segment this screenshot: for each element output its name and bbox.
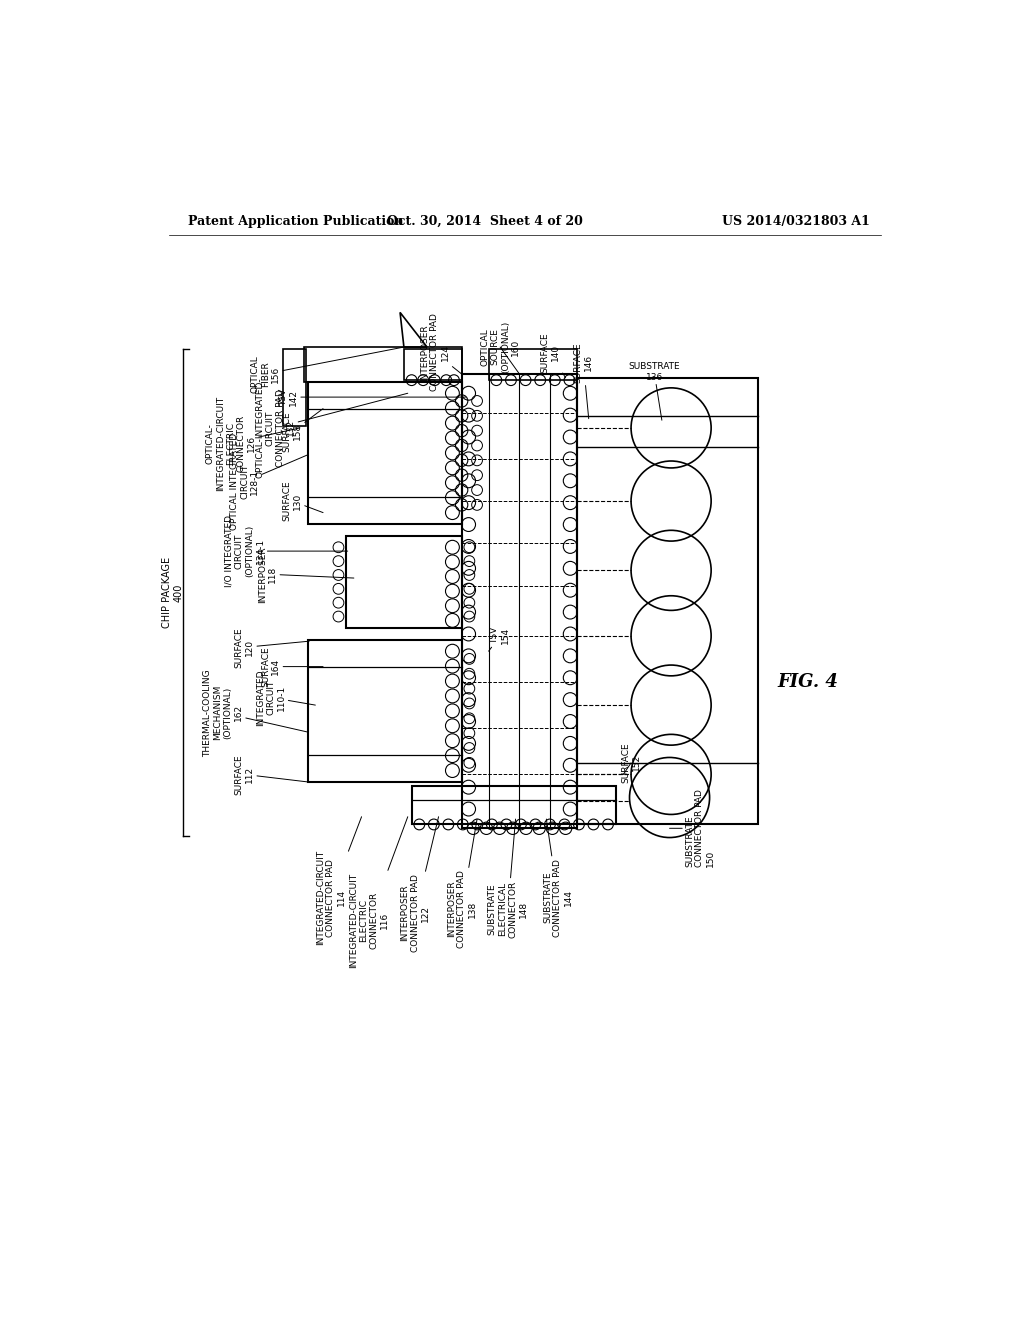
Text: SURFACE
130: SURFACE 130 (283, 480, 323, 521)
Text: OPTICAL
SOURCE
(OPTIONAL)
160: OPTICAL SOURCE (OPTIONAL) 160 (480, 321, 520, 374)
Text: INTERPOSER
CONNECTOR PAD
122: INTERPOSER CONNECTOR PAD 122 (400, 817, 438, 952)
Bar (462, 374, 578, 829)
Text: INTERPOSER
CONNECTOR PAD
124: INTERPOSER CONNECTOR PAD 124 (420, 314, 462, 391)
Text: THERMAL-COOLING
MECHANISM
(OPTIONAL)
162: THERMAL-COOLING MECHANISM (OPTIONAL) 162 (203, 669, 307, 756)
Text: TSV
142: TSV 142 (279, 388, 466, 405)
Text: Oct. 30, 2014  Sheet 4 of 20: Oct. 30, 2014 Sheet 4 of 20 (387, 215, 583, 228)
Text: INTERPOSER
CONNECTOR PAD
138: INTERPOSER CONNECTOR PAD 138 (446, 818, 477, 948)
Text: SURFACE
112: SURFACE 112 (234, 754, 309, 795)
Text: SUBSTRATE
ELECTRICAL
CONNECTOR
148: SUBSTRATE ELECTRICAL CONNECTOR 148 (487, 818, 528, 937)
Text: OPTICAL
FIBER
156: OPTICAL FIBER 156 (251, 347, 403, 393)
Text: INTEGRATED-CIRCUIT
ELECTRIC
CONNECTOR
116: INTEGRATED-CIRCUIT ELECTRIC CONNECTOR 11… (349, 817, 408, 969)
Text: I/O INTEGRATED
CIRCUIT
(OPTIONAL)
134-1: I/O INTEGRATED CIRCUIT (OPTIONAL) 134-1 (224, 515, 348, 587)
Text: SUBSTRATE
CONNECTOR PAD
150: SUBSTRATE CONNECTOR PAD 150 (670, 789, 715, 867)
Bar (283, 350, 306, 426)
Bar (307, 640, 462, 781)
Bar (488, 350, 578, 380)
Text: US 2014/0321803 A1: US 2014/0321803 A1 (722, 215, 869, 228)
Text: SUBSTRATE
CONNECTOR PAD
144: SUBSTRATE CONNECTOR PAD 144 (543, 818, 572, 936)
Text: OPTICAL-
INTEGRATED-CIRCUIT
ELECTRIC
CONNECTOR
126: OPTICAL- INTEGRATED-CIRCUIT ELECTRIC CON… (206, 396, 300, 491)
Bar (307, 381, 462, 524)
Text: SURFACE
120: SURFACE 120 (234, 627, 309, 668)
Text: FIG. 4: FIG. 4 (777, 673, 839, 690)
Text: SUBSTRATE
136: SUBSTRATE 136 (629, 362, 680, 420)
Bar (412, 785, 615, 825)
Text: SURFACE
140: SURFACE 140 (541, 333, 565, 378)
Bar (346, 536, 462, 628)
Text: Patent Application Publication: Patent Application Publication (188, 215, 403, 228)
Text: SURFACE
164: SURFACE 164 (261, 647, 323, 686)
Bar (304, 347, 462, 381)
Text: OPTICAL INTEGRATED
CIRCUIT
128-1: OPTICAL INTEGRATED CIRCUIT 128-1 (229, 433, 307, 531)
Text: CHIP PACKAGE
400: CHIP PACKAGE 400 (162, 557, 183, 628)
Text: INTERPOSER
118: INTERPOSER 118 (258, 546, 354, 602)
Text: SURFACE
146: SURFACE 146 (573, 342, 593, 418)
Text: SURFACE
158: SURFACE 158 (283, 409, 323, 451)
Text: INTEGRATED
CIRCUIT
110-1: INTEGRATED CIRCUIT 110-1 (256, 669, 315, 726)
Text: SURFACE
152: SURFACE 152 (622, 743, 641, 783)
Bar (578, 378, 758, 825)
Text: OPTICAL-INTEGRATED-
CIRCUIT
CONNECTOR PAD
132: OPTICAL-INTEGRATED- CIRCUIT CONNECTOR PA… (255, 378, 408, 478)
Text: INTEGRATED-CIRCUIT
CONNECTOR PAD
114: INTEGRATED-CIRCUIT CONNECTOR PAD 114 (315, 817, 361, 945)
Text: TSV
154: TSV 154 (488, 627, 510, 651)
Bar (403, 350, 462, 380)
